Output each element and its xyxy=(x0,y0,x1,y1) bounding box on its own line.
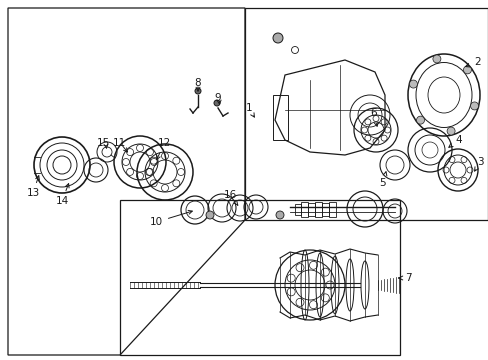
Text: 12: 12 xyxy=(156,138,171,159)
Text: 9: 9 xyxy=(214,93,221,103)
Bar xyxy=(272,95,287,140)
Text: 10: 10 xyxy=(149,210,192,227)
Bar xyxy=(307,203,314,216)
Circle shape xyxy=(446,127,454,135)
Circle shape xyxy=(469,102,478,110)
Bar xyxy=(294,204,301,215)
Bar xyxy=(301,202,307,217)
Text: 4: 4 xyxy=(448,135,461,147)
Circle shape xyxy=(272,33,283,43)
Text: 8: 8 xyxy=(194,78,201,88)
Bar xyxy=(328,202,335,217)
Text: 3: 3 xyxy=(474,157,483,171)
Circle shape xyxy=(416,116,424,124)
Bar xyxy=(244,8,487,220)
Text: 11: 11 xyxy=(112,138,125,148)
Circle shape xyxy=(205,211,214,219)
Bar xyxy=(321,203,328,216)
Text: 14: 14 xyxy=(55,184,69,206)
Bar xyxy=(314,202,321,217)
Text: 16: 16 xyxy=(223,190,237,205)
Circle shape xyxy=(432,55,440,63)
Text: 13: 13 xyxy=(26,176,40,198)
Bar xyxy=(120,200,399,355)
Circle shape xyxy=(408,80,417,88)
Circle shape xyxy=(195,88,201,94)
Text: 5: 5 xyxy=(379,172,386,188)
Text: 1: 1 xyxy=(245,103,254,117)
Text: 2: 2 xyxy=(465,57,480,67)
Text: 15: 15 xyxy=(96,138,109,148)
Circle shape xyxy=(275,211,284,219)
Circle shape xyxy=(214,100,220,106)
Text: 6: 6 xyxy=(370,108,377,126)
Text: 7: 7 xyxy=(398,273,411,283)
Circle shape xyxy=(463,66,470,74)
